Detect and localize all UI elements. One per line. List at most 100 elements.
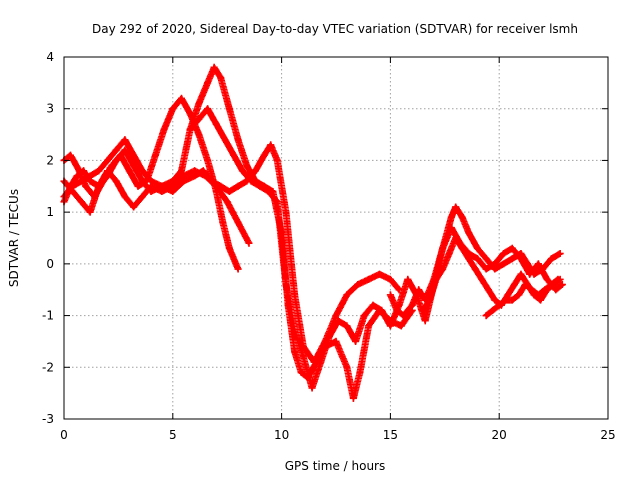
data-point xyxy=(365,275,373,283)
data-point xyxy=(521,281,529,289)
data-point xyxy=(528,286,536,294)
y-tick-label: -1 xyxy=(42,309,54,323)
data-point xyxy=(186,125,194,133)
data-point xyxy=(195,100,203,108)
data-point xyxy=(421,317,429,325)
y-tick-label: -2 xyxy=(42,360,54,374)
data-point xyxy=(495,301,503,309)
data-point xyxy=(282,281,290,289)
data-point xyxy=(500,250,508,258)
plot-frame xyxy=(63,56,609,420)
data-point xyxy=(482,312,490,320)
data-point xyxy=(86,177,94,185)
data-point xyxy=(378,306,386,314)
data-point xyxy=(225,105,233,113)
data-point xyxy=(484,286,492,294)
data-point xyxy=(117,151,125,159)
data-point xyxy=(297,368,305,376)
data-point xyxy=(500,260,508,268)
data-point xyxy=(508,255,516,263)
data-point xyxy=(234,182,242,190)
data-point xyxy=(69,187,77,195)
data-point xyxy=(458,244,466,252)
data-point xyxy=(360,312,368,320)
data-point xyxy=(125,167,133,175)
data-point xyxy=(299,353,307,361)
data-point xyxy=(201,172,209,180)
data-point xyxy=(151,151,159,159)
data-point xyxy=(541,286,549,294)
data-point xyxy=(158,187,166,195)
y-tick-label: 4 xyxy=(46,50,54,64)
data-point xyxy=(393,306,401,314)
data-point xyxy=(491,296,499,304)
data-point xyxy=(308,384,316,392)
chart-title: Day 292 of 2020, Sidereal Day-to-day VTE… xyxy=(92,22,578,36)
data-point xyxy=(212,120,220,128)
data-point xyxy=(491,265,499,273)
data-point xyxy=(343,322,351,330)
data-point xyxy=(508,296,516,304)
data-point xyxy=(502,296,510,304)
data-point xyxy=(130,162,138,170)
data-point xyxy=(160,125,168,133)
series-track-h xyxy=(482,275,562,320)
data-point xyxy=(291,327,299,335)
data-point xyxy=(471,265,479,273)
data-point xyxy=(86,208,94,216)
data-point xyxy=(291,291,299,299)
data-point xyxy=(245,239,253,247)
data-point xyxy=(210,63,218,71)
data-point xyxy=(439,244,447,252)
y-tick-label: 2 xyxy=(46,153,54,167)
data-point xyxy=(530,270,538,278)
data-point xyxy=(386,275,394,283)
data-point xyxy=(180,172,188,180)
data-point xyxy=(195,131,203,139)
data-point xyxy=(554,275,562,283)
data-point xyxy=(386,322,394,330)
data-point xyxy=(291,348,299,356)
data-point xyxy=(169,105,177,113)
data-point xyxy=(82,182,90,190)
y-tick-label: -3 xyxy=(42,412,54,426)
data-point xyxy=(75,167,83,175)
data-point xyxy=(104,167,112,175)
data-point xyxy=(334,317,342,325)
data-point xyxy=(108,162,116,170)
data-point xyxy=(517,250,525,258)
data-point xyxy=(552,286,560,294)
data-point xyxy=(386,291,394,299)
data-point xyxy=(267,141,275,149)
data-point xyxy=(121,146,129,154)
data-point xyxy=(465,255,473,263)
data-point xyxy=(273,156,281,164)
data-point xyxy=(343,291,351,299)
data-point xyxy=(77,198,85,206)
data-point xyxy=(138,193,146,201)
data-point xyxy=(238,167,246,175)
data-point xyxy=(332,337,340,345)
data-point xyxy=(121,136,129,144)
data-point xyxy=(369,301,377,309)
data-point xyxy=(221,136,229,144)
data-point xyxy=(212,182,220,190)
x-tick-label: 25 xyxy=(600,428,615,442)
data-point xyxy=(67,151,75,159)
data-point xyxy=(217,74,225,82)
data-point xyxy=(515,291,523,299)
x-axis-label: GPS time / hours xyxy=(285,459,386,473)
data-point xyxy=(537,296,545,304)
data-point xyxy=(317,358,325,366)
data-point xyxy=(343,363,351,371)
data-point xyxy=(397,322,405,330)
data-point xyxy=(558,281,566,289)
data-point xyxy=(260,151,268,159)
data-point xyxy=(186,110,194,118)
y-tick-label: 3 xyxy=(46,102,54,116)
data-point xyxy=(523,260,531,268)
data-point xyxy=(204,79,212,87)
data-point xyxy=(556,250,564,258)
data-point xyxy=(273,198,281,206)
